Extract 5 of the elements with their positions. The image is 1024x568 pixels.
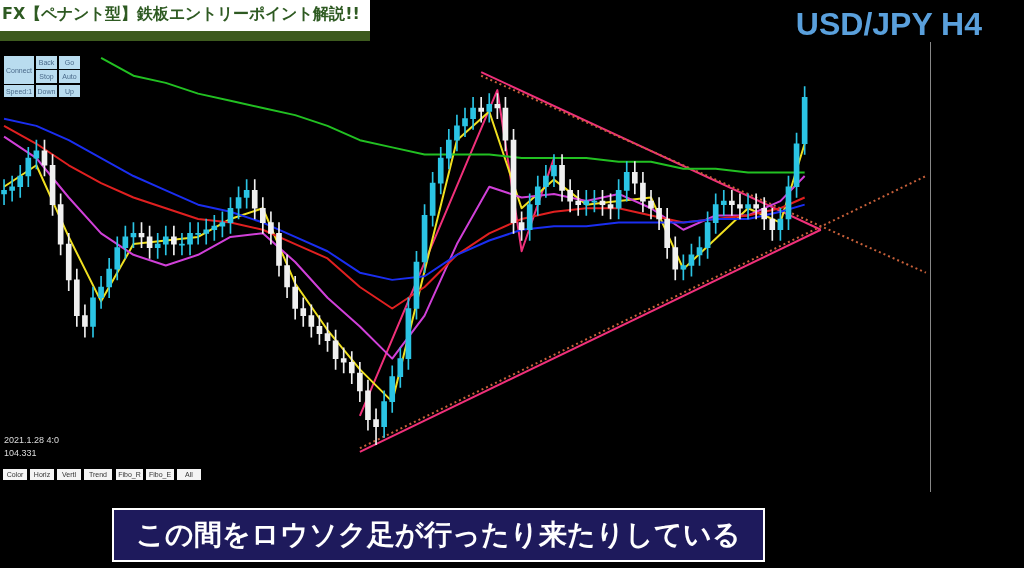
chart-title: FX【ペナント型】鉄板エントリーポイント解説!! (0, 0, 370, 41)
annotation: 2021.1.28 4:0 (4, 435, 60, 445)
chart-subtitle: USD/JPY H4 (795, 6, 982, 43)
text: 104.331 (4, 448, 37, 458)
text: この間をロウソク足が行ったり来たりしている (112, 508, 765, 562)
